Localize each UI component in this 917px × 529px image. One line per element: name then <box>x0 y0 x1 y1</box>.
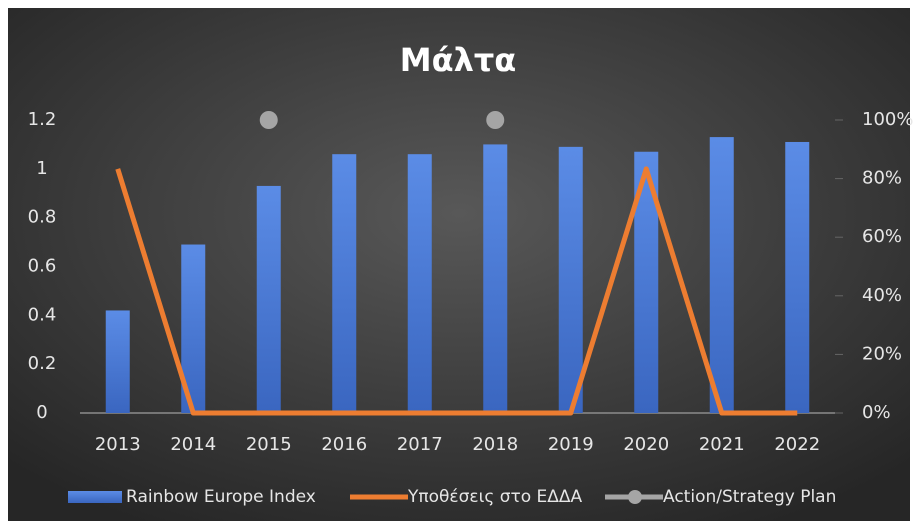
x-tick-label: 2020 <box>623 434 669 455</box>
y-tick-label: 1 <box>36 158 47 179</box>
y2-tick-label: 60% <box>862 226 902 247</box>
y2-tick-label: 80% <box>862 168 902 189</box>
y2-tick-label: 40% <box>862 285 902 306</box>
y2-tick-label: 20% <box>862 343 902 364</box>
bar <box>785 141 810 413</box>
legend-swatch <box>68 491 122 503</box>
y-tick-label: 0.6 <box>28 256 57 277</box>
bar <box>332 154 357 413</box>
x-tick-label: 2018 <box>472 434 518 455</box>
legend-label: Υποθέσεις στο ΕΔΔΑ <box>407 487 583 507</box>
x-tick-label: 2022 <box>774 434 820 455</box>
bar <box>407 154 432 413</box>
legend-label: Action/Strategy Plan <box>663 487 836 507</box>
chart-title: Μάλτα <box>400 41 516 79</box>
y-tick-label: 0.2 <box>28 353 57 374</box>
bar <box>256 185 281 413</box>
x-tick-label: 2021 <box>699 434 745 455</box>
y-tick-label: 0.4 <box>28 304 57 325</box>
y-tick-label: 1.2 <box>28 109 57 130</box>
x-tick-label: 2019 <box>548 434 594 455</box>
marker <box>486 111 505 129</box>
legend-marker <box>628 490 642 504</box>
marker <box>259 111 278 129</box>
y2-tick-label: 100% <box>862 109 913 130</box>
bar <box>105 310 130 413</box>
y-tick-label: 0.8 <box>28 207 57 228</box>
legend-label: Rainbow Europe Index <box>126 487 316 507</box>
chart-background <box>8 8 910 521</box>
line <box>115 166 798 416</box>
bar <box>558 146 583 413</box>
bar <box>709 137 734 413</box>
x-tick-label: 2013 <box>95 434 141 455</box>
x-tick-label: 2017 <box>397 434 443 455</box>
x-tick-label: 2016 <box>321 434 367 455</box>
y2-tick-label: 0% <box>862 402 891 423</box>
x-tick-label: 2014 <box>170 434 216 455</box>
x-tick-label: 2015 <box>246 434 292 455</box>
y-tick-label: 0 <box>36 402 47 423</box>
bar <box>483 144 508 413</box>
